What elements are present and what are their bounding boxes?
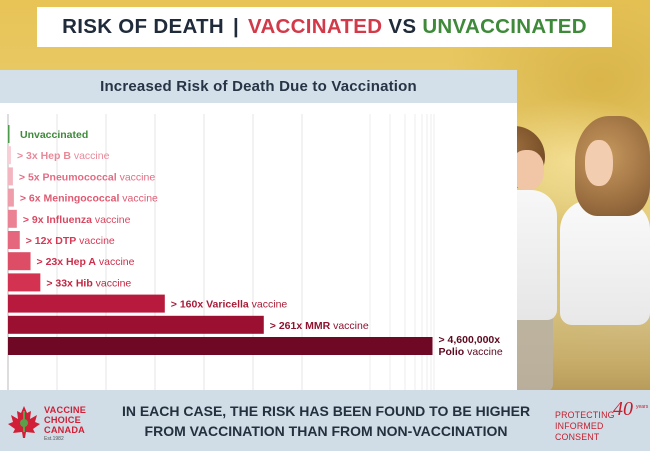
bar-label-2: > 5x Pneumococcal vaccine [19,171,155,183]
bar-label-5: > 12x DTP vaccine [26,235,115,247]
footer-message: IN EACH CASE, THE RISK HAS BEEN FOUND TO… [112,401,540,441]
bar-hep-a [8,252,31,271]
logo-wordmark: VACCINE CHOICE CANADA [44,405,102,435]
page-title: RISK OF DEATH | VACCINATED VS UNVACCINAT… [37,7,612,47]
anniversary-badge: PROTECTING INFORMED CONSENT [555,410,647,443]
bar-label-1: > 3x Hep B vaccine [17,150,110,162]
logo-established: Est.1982 [44,436,64,442]
maple-leaf-icon [8,406,40,438]
title-part-unvaccinated: UNVACCINATED [422,15,587,38]
bar-label-3: > 6x Meningococcal vaccine [20,193,158,205]
child-right-face [585,140,613,186]
logo-line-2: CHOICE [44,415,81,425]
anniversary-number: 40 [613,398,633,420]
bar-label-9: > 261x MMR vaccine [270,320,369,332]
bar-chart: Unvaccinated > 3x Hep B vaccine > 5x Pneum… [7,114,503,390]
bar-hep-b [8,146,11,165]
title-part-vaccinated: VACCINATED [248,15,383,38]
logo-line-1: VACCINE [44,405,87,415]
bar-influenza [8,209,17,228]
bar-label-polio-name: Polio vaccine [439,346,503,358]
bar-label-6: > 23x Hep A vaccine [37,256,135,268]
bar-label-0: Unvaccinated [20,129,88,141]
badge-line-1: PROTECTING [555,410,615,420]
bar-label-4: > 9x Influenza vaccine [23,214,131,226]
footer-band [0,390,650,451]
title-part-risk: RISK OF DEATH [62,15,224,38]
bar-polio [8,337,433,355]
chart-panel: Increased Risk of Death Due to Vaccinati… [0,70,517,390]
bar-unvaccinated [8,125,10,143]
bar-hib [8,273,41,292]
footer-message-line-2: FROM VACCINATION THAN FROM NON-VACCINATI… [144,423,508,439]
title-separator: | [232,15,239,38]
footer-message-line-1: IN EACH CASE, THE RISK HAS BEEN FOUND TO… [121,403,531,419]
bar-meningococcal [8,188,14,207]
bar-pneumococcal [8,167,13,186]
child-right-body [560,200,650,325]
chart-title: Increased Risk of Death Due to Vaccinati… [100,78,417,95]
bar-label-polio-value: > 4,600,000x [439,334,501,346]
bar-mmr [8,315,264,334]
bar-dtp [8,231,20,249]
bar-label-7: > 33x Hib vaccine [46,277,131,289]
logo-line-3: CANADA [44,425,86,435]
badge-line-2: INFORMED CONSENT [555,421,604,442]
bar-varicella [8,294,165,313]
bar-label-8: > 160x Varicella vaccine [171,299,288,311]
anniversary-years-label: years [636,404,649,410]
title-part-vs: VS [388,15,417,38]
chart-title-band: Increased Risk of Death Due to Vaccinati… [0,70,517,103]
